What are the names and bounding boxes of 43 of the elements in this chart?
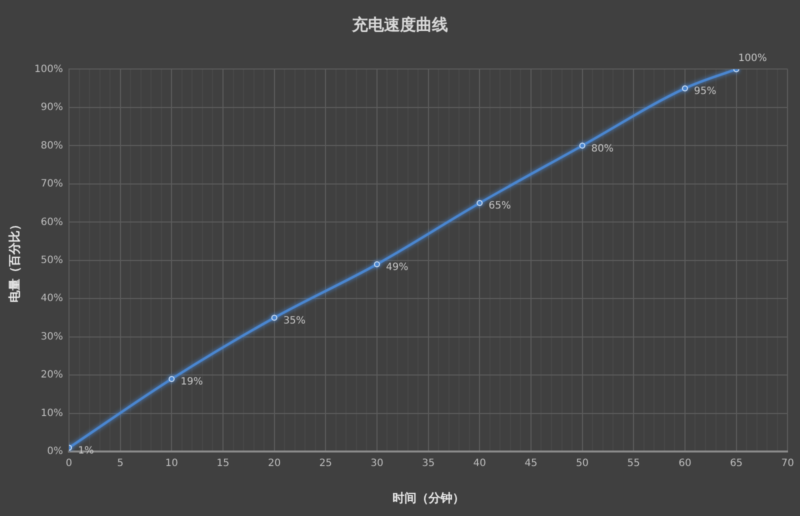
- x-tick-label: 0: [66, 458, 72, 470]
- y-tick-label: 10%: [40, 408, 63, 419]
- y-tick-label: 20%: [40, 370, 63, 381]
- y-axis-title: 电量（百分比）: [7, 218, 22, 302]
- x-tick-label: 5: [117, 458, 124, 470]
- data-label: 95%: [694, 86, 716, 97]
- data-label: 65%: [488, 200, 511, 212]
- x-tick-label: 20: [268, 458, 281, 470]
- x-tick-label: 40: [473, 458, 486, 470]
- point: [682, 85, 688, 92]
- data-label: 49%: [386, 262, 408, 273]
- point: [579, 142, 586, 149]
- x-tick-label: 30: [370, 458, 384, 470]
- x-tick-label: 10: [165, 458, 178, 470]
- y-tick-label: 0%: [47, 446, 63, 458]
- data-label: 19%: [180, 376, 203, 388]
- data-label: 1%: [78, 445, 94, 456]
- x-tick-label: 65: [730, 458, 743, 470]
- x-tick-label: 55: [627, 458, 640, 470]
- chart-title: 充电速度曲线: [351, 14, 448, 34]
- x-axis-title: 时间（分钟）: [392, 490, 464, 505]
- data-label: 80%: [591, 143, 614, 154]
- y-tick-label: 80%: [40, 140, 63, 152]
- x-tick-label: 35: [422, 458, 435, 470]
- point: [476, 200, 483, 206]
- point: [374, 261, 380, 268]
- point: [271, 314, 278, 321]
- x-tick-label: 15: [216, 458, 230, 470]
- x-tick-label: 50: [576, 458, 589, 470]
- y-tick-label: 40%: [40, 293, 63, 304]
- x-tick-label: 25: [319, 458, 332, 470]
- x-tick-label: 70: [781, 458, 794, 470]
- y-tick-label: 90%: [40, 102, 63, 114]
- x-tick-label: 60: [678, 458, 692, 470]
- y-tick-label: 100%: [34, 64, 63, 75]
- data-label: 100%: [738, 52, 767, 64]
- y-tick-label: 60%: [40, 216, 63, 228]
- x-tick-label: 45: [524, 458, 538, 470]
- data-label: 35%: [283, 315, 306, 326]
- y-tick-label: 30%: [40, 331, 63, 342]
- point: [168, 376, 175, 382]
- y-tick-label: 70%: [40, 178, 63, 190]
- y-tick-label: 50%: [40, 254, 63, 266]
